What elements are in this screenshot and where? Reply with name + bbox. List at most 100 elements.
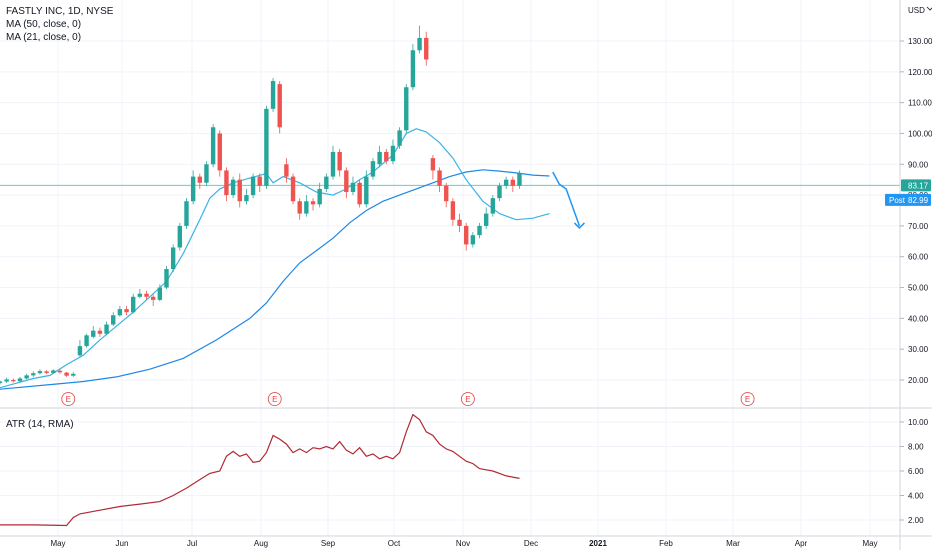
candle-up xyxy=(211,127,215,164)
chevron-down-icon xyxy=(927,7,932,10)
x-tick-label: Jul xyxy=(187,539,197,548)
candle-up xyxy=(138,294,142,297)
candle-up xyxy=(31,373,35,375)
x-tick-label: Aug xyxy=(254,539,268,548)
ma50-legend[interactable]: MA (50, close, 0) xyxy=(6,18,113,31)
candle-up xyxy=(24,375,28,378)
candle-up xyxy=(417,38,421,50)
candle-up xyxy=(131,297,135,312)
candle-down xyxy=(58,371,62,373)
x-tick-label: 2021 xyxy=(589,539,607,548)
atr-tick-label: 10.00 xyxy=(908,418,929,427)
candle-up xyxy=(171,247,175,269)
x-tick-label: Dec xyxy=(524,539,538,548)
x-tick-label: Feb xyxy=(659,539,673,548)
candle-down xyxy=(424,38,428,60)
y-tick-label: 50.00 xyxy=(908,284,929,293)
earnings-marker[interactable]: E xyxy=(461,393,474,406)
candle-up xyxy=(264,109,268,186)
candle-up xyxy=(404,87,408,130)
candle-up xyxy=(91,331,95,337)
candle-down xyxy=(98,331,102,334)
earnings-marker[interactable]: E xyxy=(741,393,754,406)
candle-down xyxy=(298,201,302,213)
atr-line xyxy=(0,415,520,526)
candle-down xyxy=(344,170,348,192)
candle-down xyxy=(291,177,295,202)
candle-down xyxy=(337,152,341,170)
candle-down xyxy=(64,373,68,376)
candle-up xyxy=(331,152,335,177)
x-tick-label: Nov xyxy=(456,539,470,548)
candle-down xyxy=(511,180,515,186)
atr-tick-label: 4.00 xyxy=(908,492,924,501)
projection-line xyxy=(553,172,580,226)
earnings-label: E xyxy=(66,395,71,404)
candle-down xyxy=(224,170,228,195)
candle-down xyxy=(151,297,155,300)
atr-legend: ATR (14, RMA) xyxy=(6,418,74,431)
candle-down xyxy=(384,152,388,161)
earnings-label: E xyxy=(272,395,277,404)
candle-up xyxy=(271,81,275,109)
candle-down xyxy=(457,220,461,226)
candle-up xyxy=(71,374,75,376)
candle-down xyxy=(464,226,468,244)
x-tick-label: May xyxy=(50,539,65,548)
earnings-label: E xyxy=(465,395,470,404)
last-price-value: 83.17 xyxy=(908,181,929,190)
x-tick-label: Apr xyxy=(795,539,808,548)
candle-up xyxy=(491,198,495,213)
y-tick-label: 130.00 xyxy=(908,37,932,46)
candle-up xyxy=(84,335,88,346)
candle-up xyxy=(251,177,255,195)
symbol-title[interactable]: FASTLY INC, 1D, NYSE xyxy=(6,5,113,18)
candle-up xyxy=(78,346,82,355)
candle-down xyxy=(431,158,435,170)
candle-up xyxy=(477,226,481,235)
candle-down xyxy=(11,380,15,381)
candle-up xyxy=(504,180,508,186)
candle-down xyxy=(218,133,222,170)
candle-down xyxy=(284,164,288,176)
candle-up xyxy=(371,161,375,176)
candle-up xyxy=(204,164,208,182)
candle-up xyxy=(18,378,22,381)
candle-up xyxy=(4,379,8,381)
candle-up xyxy=(244,195,248,201)
candle-up xyxy=(304,201,308,213)
earnings-marker[interactable]: E xyxy=(268,393,281,406)
x-tick-label: Oct xyxy=(388,539,401,548)
y-tick-label: 20.00 xyxy=(908,376,929,385)
x-tick-label: Jun xyxy=(116,539,129,548)
x-tick-label: Mar xyxy=(726,539,740,548)
candle-down xyxy=(444,186,448,201)
x-tick-label: Sep xyxy=(321,539,336,548)
ma21-legend[interactable]: MA (21, close, 0) xyxy=(6,31,113,44)
candle-up xyxy=(411,50,415,87)
candle-up xyxy=(38,371,42,373)
candle-up xyxy=(111,315,115,324)
candle-up xyxy=(324,177,328,189)
y-tick-label: 90.00 xyxy=(908,160,929,169)
candle-up xyxy=(377,152,381,164)
candle-down xyxy=(144,294,148,297)
candle-up xyxy=(104,325,108,334)
main-legend: FASTLY INC, 1D, NYSE MA (50, close, 0) M… xyxy=(6,5,113,44)
atr-tick-label: 2.00 xyxy=(908,516,924,525)
candle-up xyxy=(158,288,162,300)
earnings-label: E xyxy=(745,395,750,404)
post-price-value: 82.99 xyxy=(908,196,929,205)
atr-series xyxy=(0,415,520,526)
atr-title[interactable]: ATR (14, RMA) xyxy=(6,418,74,431)
earnings-marker[interactable]: E xyxy=(62,393,75,406)
candle-down xyxy=(278,84,282,127)
y-tick-label: 70.00 xyxy=(908,222,929,231)
price-projection xyxy=(553,172,585,228)
y-tick-label: 60.00 xyxy=(908,253,929,262)
post-label: Post xyxy=(889,196,906,205)
y-tick-label: 40.00 xyxy=(908,314,929,323)
